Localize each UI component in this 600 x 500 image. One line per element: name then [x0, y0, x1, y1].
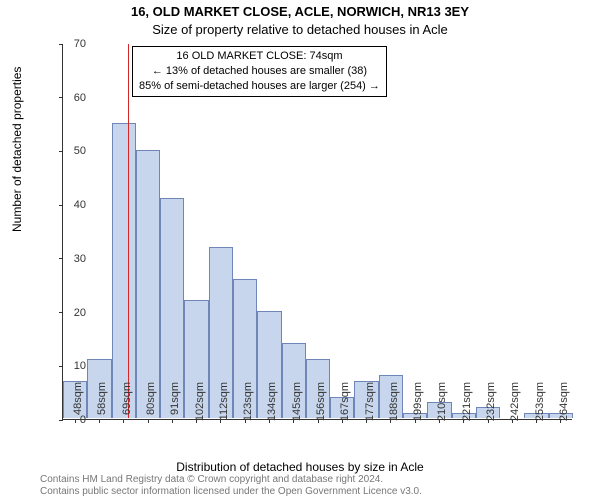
xtick-label: 253sqm [534, 382, 546, 421]
xtick-label: 80sqm [145, 382, 157, 415]
xtick-label: 134sqm [266, 382, 278, 421]
ytick-label: 40 [56, 199, 86, 211]
xtick-label: 102sqm [194, 382, 206, 421]
annotation-box: 16 OLD MARKET CLOSE: 74sqm ← 13% of deta… [132, 46, 387, 97]
xtick-label: 112sqm [218, 382, 230, 420]
xtick-label: 210sqm [436, 382, 448, 421]
footer-line-2: Contains public sector information licen… [40, 486, 422, 498]
histogram-bar [136, 150, 160, 418]
chart-area [62, 44, 572, 420]
annotation-line-3: 85% of semi-detached houses are larger (… [139, 79, 380, 94]
xtick-mark [148, 419, 149, 423]
chart-title-main: 16, OLD MARKET CLOSE, ACLE, NORWICH, NR1… [0, 4, 600, 19]
ytick-label: 50 [56, 145, 86, 157]
ytick-label: 30 [56, 253, 86, 265]
ytick-label: 0 [56, 414, 86, 426]
xtick-mark [99, 419, 100, 423]
xtick-label: 91sqm [169, 382, 181, 415]
chart-title-sub: Size of property relative to detached ho… [0, 22, 600, 37]
xtick-mark [172, 419, 173, 423]
plot-region [62, 44, 572, 420]
xtick-label: 156sqm [315, 382, 327, 421]
reference-line [128, 44, 129, 418]
ytick-label: 20 [56, 307, 86, 319]
histogram-bar [112, 123, 136, 418]
xtick-label: 188sqm [388, 382, 400, 421]
ytick-label: 70 [56, 38, 86, 50]
footer-line-1: Contains HM Land Registry data © Crown c… [40, 474, 422, 486]
xtick-label: 123sqm [242, 382, 254, 421]
annotation-line-2: ← 13% of detached houses are smaller (38… [139, 64, 380, 79]
xtick-label: 58sqm [96, 382, 108, 415]
xtick-label: 242sqm [509, 382, 521, 421]
xtick-label: 69sqm [121, 382, 133, 415]
xtick-label: 177sqm [364, 382, 376, 421]
footer-attribution: Contains HM Land Registry data © Crown c… [40, 474, 422, 498]
x-axis-label: Distribution of detached houses by size … [0, 460, 600, 474]
y-axis-label: Number of detached properties [10, 67, 24, 232]
xtick-label: 232sqm [485, 382, 497, 421]
ytick-label: 10 [56, 360, 86, 372]
xtick-label: 221sqm [461, 382, 473, 421]
ytick-label: 60 [56, 92, 86, 104]
xtick-mark [123, 419, 124, 423]
xtick-label: 264sqm [558, 382, 570, 421]
xtick-label: 145sqm [291, 382, 303, 421]
xtick-label: 167sqm [339, 382, 351, 421]
xtick-label: 48sqm [72, 382, 84, 415]
xtick-label: 199sqm [412, 382, 424, 421]
annotation-line-1: 16 OLD MARKET CLOSE: 74sqm [139, 49, 380, 64]
